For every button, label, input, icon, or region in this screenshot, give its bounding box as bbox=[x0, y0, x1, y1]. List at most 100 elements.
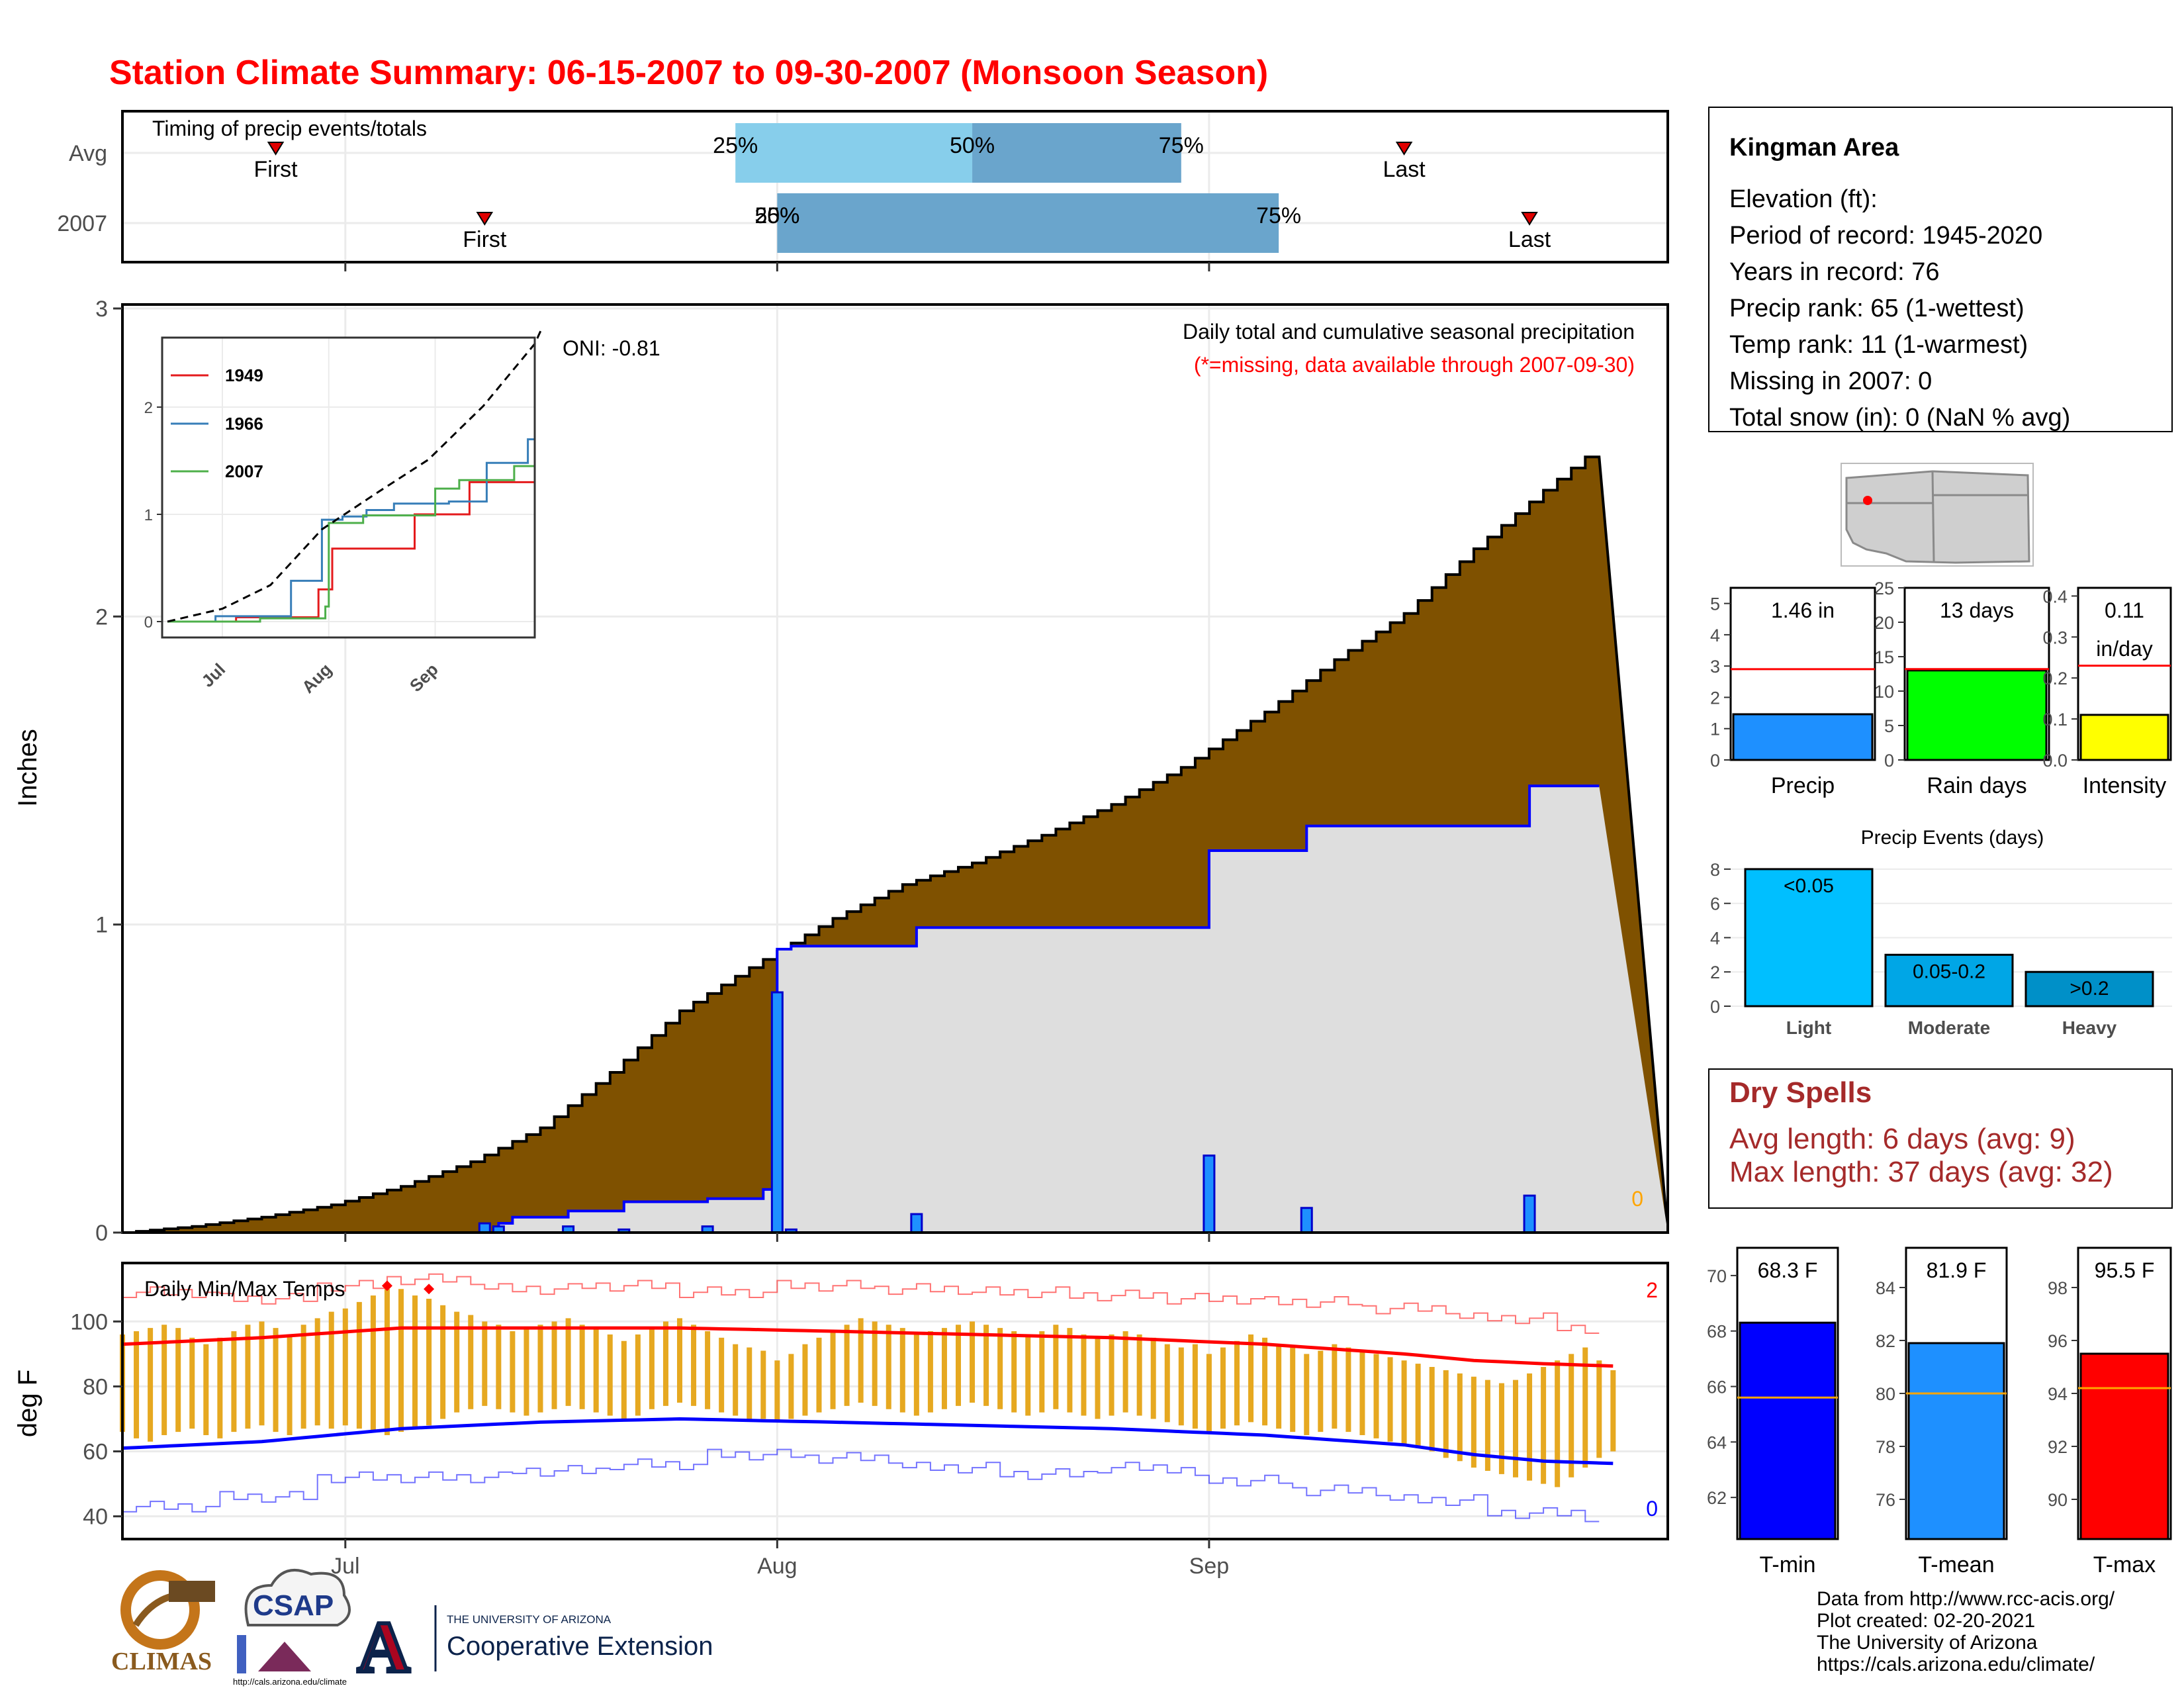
ua-small-text: THE UNIVERSITY OF ARIZONA bbox=[447, 1613, 612, 1626]
precip_total-y-tick-label: 1 bbox=[1710, 720, 1720, 739]
station-precip-rank: Precip rank: 65 (1-wettest) bbox=[1729, 295, 2025, 322]
avg-tmin-line bbox=[122, 1417, 1614, 1466]
daily-temp-bar bbox=[356, 1301, 362, 1429]
daily-temp-bar bbox=[287, 1334, 293, 1436]
last-label: Last bbox=[1508, 227, 1551, 252]
daily-temp-bar bbox=[1484, 1380, 1490, 1471]
record-max-marker bbox=[381, 1280, 392, 1291]
temps-y-tick-label: 40 bbox=[83, 1505, 108, 1530]
intensity-value-label: 0.11 bbox=[2105, 598, 2144, 622]
daily-temp-bar bbox=[1178, 1347, 1184, 1426]
observed-cumulative-area bbox=[122, 786, 1668, 1233]
daily-temp-bar bbox=[705, 1331, 711, 1409]
main-subtitle: (*=missing, data available through 2007-… bbox=[1194, 353, 1635, 377]
precip-events-chart: Precip Events (days) <0.05 Light 0.05-0.2 Mo… bbox=[1710, 827, 2172, 1038]
daily-temp-bar bbox=[1011, 1331, 1017, 1413]
events-y-tick-label: 4 bbox=[1710, 928, 1720, 948]
csap-logo-text: CSAP bbox=[253, 1589, 334, 1622]
daily-temp-bar bbox=[1109, 1334, 1115, 1416]
main-frame bbox=[121, 303, 1669, 1234]
climas-logo-text: CLIMAS bbox=[111, 1648, 212, 1675]
timing-2007-p75-label: 75% bbox=[1256, 203, 1301, 228]
daily-temp-bar bbox=[537, 1325, 543, 1413]
daily-temp-bar bbox=[983, 1325, 989, 1406]
daily-precip-bar bbox=[478, 1222, 491, 1234]
temps-y-axis-label: deg F bbox=[13, 1370, 42, 1437]
summary-bar-charts: 0 1 2 3 4 5 1.46 in Precip 0 5 10 15 20 25 13 days Rain… bbox=[1710, 579, 2172, 798]
daily-temp-bar bbox=[1569, 1354, 1574, 1477]
daily-temp-bar bbox=[189, 1337, 195, 1429]
daily-temp-bar bbox=[300, 1325, 306, 1429]
daily-temp-bar bbox=[1095, 1337, 1101, 1419]
rain_days-y-tick-label: 20 bbox=[1874, 613, 1894, 633]
daily-temp-bar bbox=[747, 1347, 752, 1419]
station-elevation: Elevation (ft): bbox=[1729, 185, 1878, 213]
event-bar-value-label: >0.2 bbox=[2070, 978, 2109, 1000]
precip_total-x-label: Precip bbox=[1771, 773, 1835, 798]
daily-temp-bar bbox=[1262, 1337, 1268, 1426]
ua-big-text: Cooperative Extension bbox=[447, 1632, 713, 1661]
daily-temp-bar bbox=[733, 1344, 739, 1416]
daily-temp-bar bbox=[1513, 1380, 1518, 1477]
daily-temp-bar bbox=[412, 1295, 418, 1429]
precip_total-y-tick-label: 5 bbox=[1710, 594, 1720, 614]
daily-precip-bar bbox=[1300, 1207, 1313, 1234]
dry-spells-title: Dry Spells bbox=[1729, 1076, 1872, 1109]
daily-temp-bar bbox=[1541, 1366, 1547, 1484]
daily-temp-bar bbox=[398, 1289, 404, 1432]
university-of-arizona-logo: A THE UNIVERSITY OF ARIZONA Cooperative … bbox=[355, 1605, 713, 1688]
event-bar-value-label: 0.05-0.2 bbox=[1913, 961, 1985, 982]
event-category-label: Heavy bbox=[2062, 1017, 2117, 1038]
oni-annotation: ONI: -0.81 bbox=[563, 336, 660, 360]
tmin_bar-value-label: 68.3 F bbox=[1758, 1258, 1818, 1282]
daily-temp-bar bbox=[523, 1328, 529, 1416]
daily-temp-bar bbox=[482, 1321, 488, 1406]
daily-temp-bar bbox=[1164, 1344, 1170, 1423]
daily-temp-bar bbox=[830, 1331, 836, 1409]
avg-tmax-line bbox=[122, 1326, 1614, 1368]
footer-line: Plot created: 02-20-2021 bbox=[1817, 1610, 2035, 1632]
temps-y-tick-label: 60 bbox=[83, 1440, 108, 1465]
daily-temp-bar bbox=[148, 1328, 154, 1442]
tmin_bar-y-tick-label: 68 bbox=[1707, 1322, 1727, 1342]
rain_days-y-tick-label: 25 bbox=[1874, 579, 1894, 598]
timing-row-label-2007: 2007 bbox=[57, 211, 107, 236]
daily-temp-bar bbox=[1415, 1364, 1421, 1448]
precip_total-y-tick-label: 3 bbox=[1710, 657, 1720, 677]
temps-title: Daily Min/Max Temps bbox=[144, 1277, 345, 1301]
state-border-az-nm bbox=[1846, 471, 2028, 562]
daily-temp-bar bbox=[662, 1321, 668, 1406]
daily-temp-bar bbox=[1192, 1344, 1198, 1429]
csap-url: http://cals.arizona.edu/climate bbox=[233, 1677, 347, 1687]
page-title: Station Climate Summary: 06-15-2007 to 0… bbox=[109, 54, 1268, 92]
rain_days-y-tick-label: 5 bbox=[1884, 716, 1894, 736]
daily-temp-bar bbox=[788, 1354, 794, 1419]
station-temp-rank: Temp rank: 11 (1-warmest) bbox=[1729, 331, 2028, 359]
daily-temp-bar bbox=[913, 1334, 919, 1416]
daily-temp-bar bbox=[217, 1337, 223, 1438]
state-outlines bbox=[1845, 470, 2030, 564]
record-max-marker bbox=[424, 1284, 435, 1295]
tmax_bar-y-tick-label: 94 bbox=[2048, 1384, 2068, 1404]
daily-temp-bar bbox=[454, 1311, 460, 1413]
footer-credits: Data from http://www.rcc-acis.org/ Plot … bbox=[1817, 1588, 2115, 1675]
daily-temp-bar bbox=[1234, 1340, 1240, 1426]
events-y-tick-label: 2 bbox=[1710, 962, 1720, 982]
record-max-line bbox=[122, 1273, 1600, 1334]
timing-avg-p75-label: 75% bbox=[1159, 133, 1204, 158]
inset-series-1966 bbox=[167, 434, 536, 623]
main-y-tick-label: 1 bbox=[95, 913, 108, 938]
daily-temp-bar bbox=[1429, 1366, 1435, 1452]
daily-temp-bar bbox=[426, 1298, 432, 1426]
daily-temp-bar bbox=[328, 1311, 334, 1429]
daily-temp-bar bbox=[1290, 1347, 1296, 1432]
daily-temp-bar bbox=[1345, 1347, 1351, 1432]
x-tick-label: Jul bbox=[331, 1554, 359, 1579]
missing-count-label: 0 bbox=[1631, 1187, 1643, 1211]
rain_days-y-tick-label: 15 bbox=[1874, 647, 1894, 667]
record-min-line bbox=[122, 1448, 1600, 1523]
precip_total-value-bar bbox=[1732, 713, 1874, 761]
daily-temp-bar bbox=[760, 1350, 766, 1419]
intensity-y-tick-label: 0.0 bbox=[2042, 751, 2068, 771]
